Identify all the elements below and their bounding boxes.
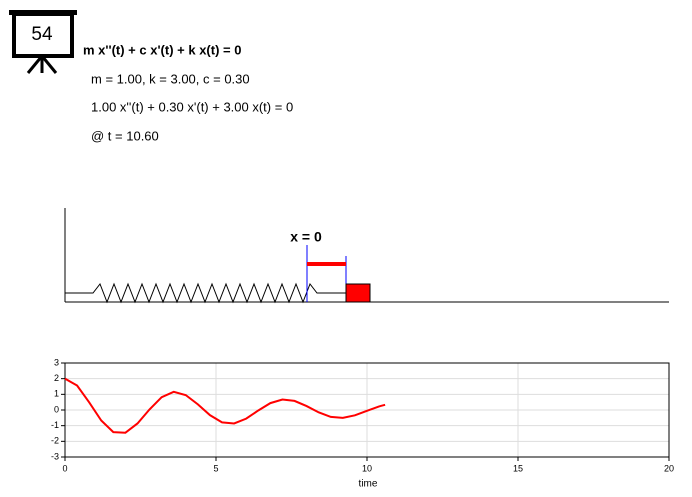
plot-frame [64,362,670,458]
y-tick-label: 0 [54,404,59,414]
spring-diagram: x = 0 [64,208,669,304]
time-label: @ t = 10.60 [91,128,159,143]
y-tick-label: -1 [51,420,59,430]
equation: m x''(t) + c x'(t) + k x(t) = 0 [83,42,241,57]
equilibrium-label: x = 0 [290,229,322,245]
parameters: m = 1.00, k = 3.00, c = 0.30 [91,71,250,86]
data-line [64,377,386,434]
y-tick-label: 3 [54,357,59,367]
y-tick-label: 1 [54,389,59,399]
x-tick-label: 20 [664,463,674,473]
x-tick-label: 15 [513,463,523,473]
y-tick-label: 2 [54,373,59,383]
badge-number: 54 [31,24,53,45]
x-tick-label: 5 [213,463,218,473]
chart: time -3 -2 -1 0 1 2 3 0 5 10 15 20 [51,357,674,489]
y-tick-label: -2 [51,436,59,446]
badge-icon: 54 [9,10,77,74]
y-tick-label: -3 [51,451,59,461]
x-tick-label: 10 [362,463,372,473]
x-tick-label: 0 [62,463,67,473]
numeric-equation: 1.00 x''(t) + 0.30 x'(t) + 3.00 x(t) = 0 [91,99,293,114]
x-axis-label: time [359,479,378,490]
